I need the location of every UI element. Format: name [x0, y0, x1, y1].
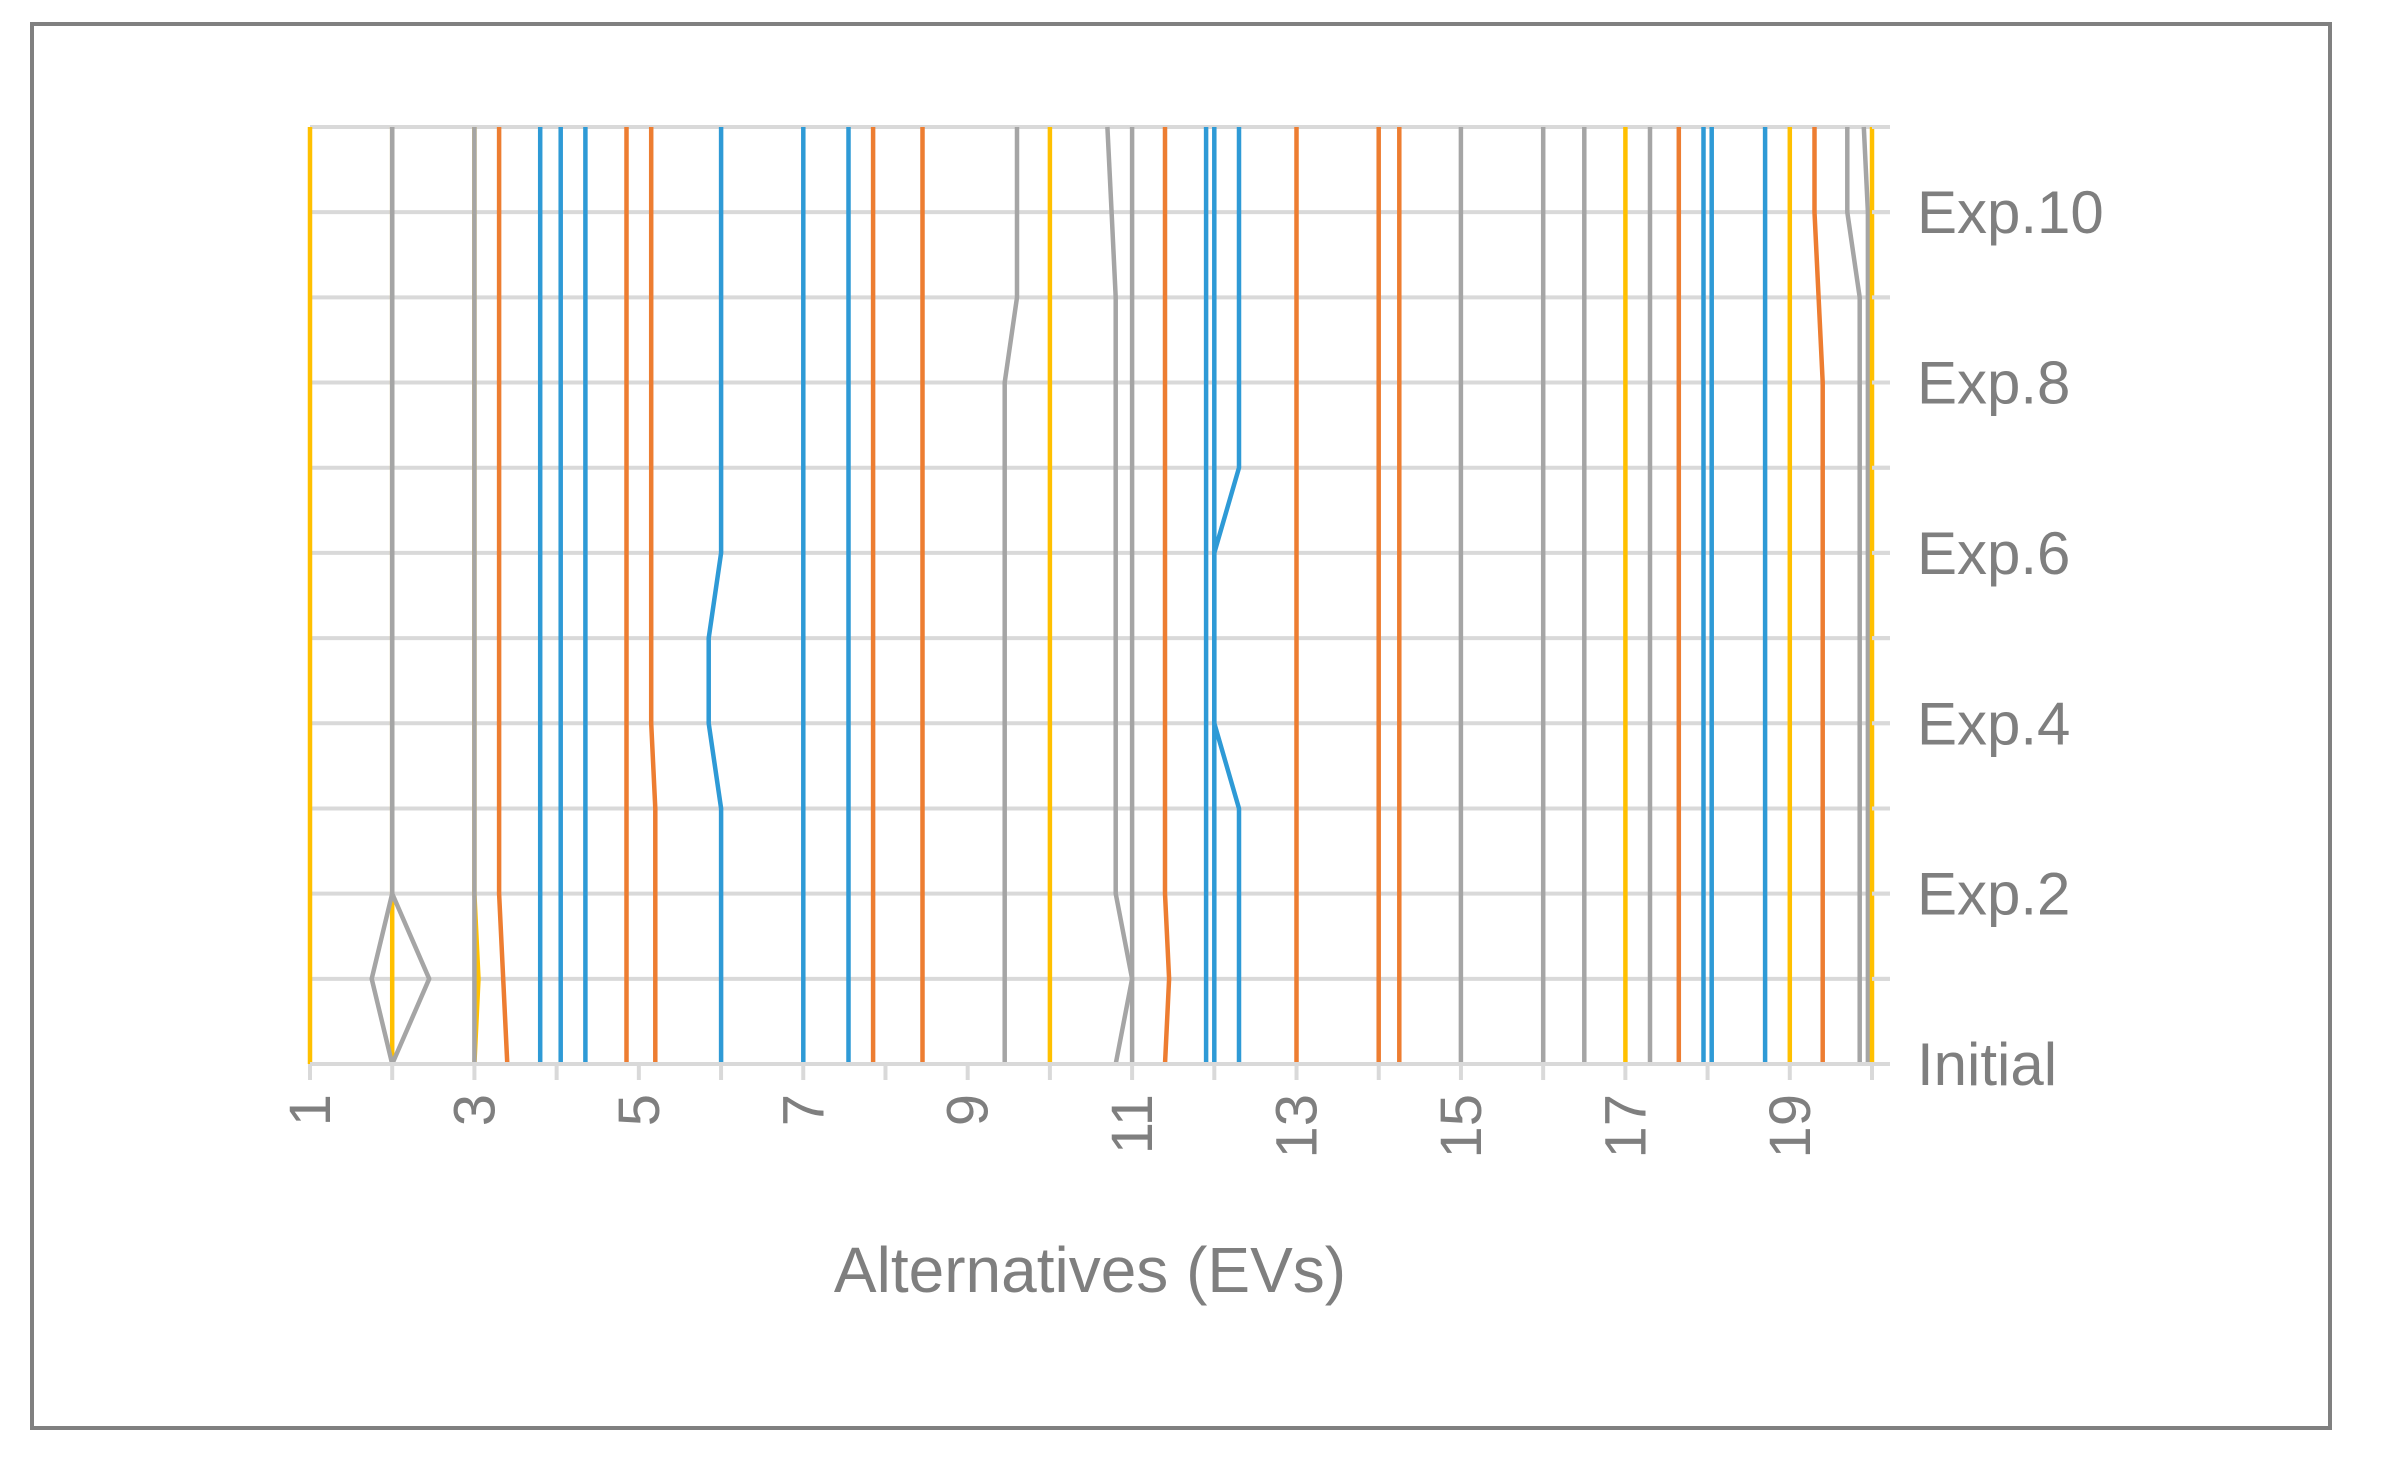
x-axis: 1 3 5 7 9 11 13 15 17 19 [278, 1062, 1890, 1159]
category-label-exp6: Exp.6 [1917, 520, 2070, 587]
category-label-exp8: Exp.8 [1917, 350, 2070, 417]
x-tick-label: 13 [1265, 1094, 1330, 1159]
category-label-initial: Initial [1917, 1031, 2057, 1098]
series-line-41 [1861, 126, 1871, 1064]
series-line-3 [369, 127, 395, 1065]
series-line-40 [1845, 127, 1862, 1064]
series-line-13 [706, 127, 724, 1064]
x-tick-label: 15 [1429, 1094, 1494, 1159]
x-tick-label: 11 [1100, 1094, 1165, 1154]
x-tick-label: 17 [1593, 1094, 1658, 1159]
x-tick-label: 9 [936, 1094, 1001, 1126]
chart-frame [30, 22, 2332, 1430]
x-tick-label: 1 [278, 1094, 343, 1126]
category-label-exp10: Exp.10 [1917, 179, 2104, 246]
series-line-7 [496, 127, 510, 1065]
x-axis-title: Alternatives (EVs) [834, 1234, 1346, 1306]
series-line-22 [1162, 127, 1172, 1065]
x-tick-label: 5 [607, 1094, 672, 1126]
series-line-18 [1002, 127, 1020, 1064]
category-label-exp2: Exp.2 [1917, 861, 2070, 928]
series-line-12 [648, 127, 658, 1064]
series-layer [307, 126, 1875, 1065]
category-label-exp4: Exp.4 [1917, 690, 2070, 757]
x-tick-label: 7 [771, 1094, 836, 1126]
series-line-39 [1812, 127, 1825, 1064]
series-line-25 [1212, 127, 1242, 1064]
horizontal-grid [310, 125, 1890, 1066]
series-line-4 [389, 127, 432, 1065]
x-tick-label: 19 [1758, 1094, 1823, 1159]
x-tick-label: 3 [442, 1094, 507, 1126]
series-line-20 [1105, 126, 1135, 1065]
category-axis: Initial Exp.2 Exp.4 Exp.6 Exp.8 Exp.10 [1872, 125, 2104, 1098]
